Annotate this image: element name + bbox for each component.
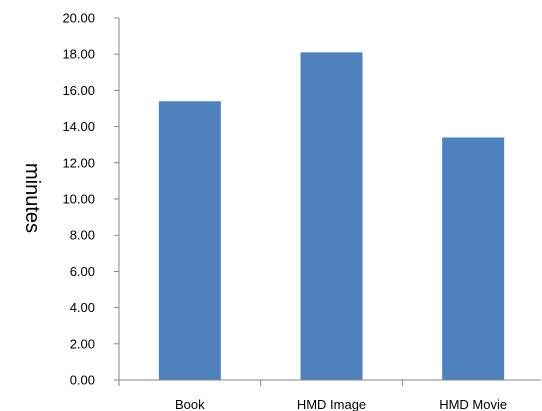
bar bbox=[158, 101, 221, 380]
y-tick-label: 0.00 bbox=[70, 373, 95, 388]
y-tick-label: 14.00 bbox=[62, 119, 95, 134]
y-tick-label: 6.00 bbox=[70, 264, 95, 279]
x-tick-label: HMD Image bbox=[297, 397, 366, 411]
bars-group bbox=[158, 52, 505, 380]
x-tick-label: Book bbox=[175, 397, 205, 411]
y-tick-label: 12.00 bbox=[62, 155, 95, 170]
x-axis-ticks: Book HMD Image HMD Movie bbox=[118, 380, 507, 411]
y-axis-label: minutes bbox=[21, 163, 43, 233]
y-tick-label: 8.00 bbox=[70, 228, 95, 243]
y-tick-label: 16.00 bbox=[62, 83, 95, 98]
y-tick-label: 20.00 bbox=[62, 11, 95, 26]
y-axis-ticks: 0.00 2.00 4.00 6.00 8.00 10.00 12.00 14.00 16.00… bbox=[62, 11, 119, 388]
y-tick-label: 10.00 bbox=[62, 192, 95, 207]
bar bbox=[442, 137, 505, 380]
y-tick-label: 4.00 bbox=[70, 300, 95, 315]
y-tick-label: 2.00 bbox=[70, 336, 95, 351]
y-tick-label: 18.00 bbox=[62, 47, 95, 62]
x-tick-label: HMD Movie bbox=[439, 397, 507, 411]
bar bbox=[300, 52, 363, 380]
